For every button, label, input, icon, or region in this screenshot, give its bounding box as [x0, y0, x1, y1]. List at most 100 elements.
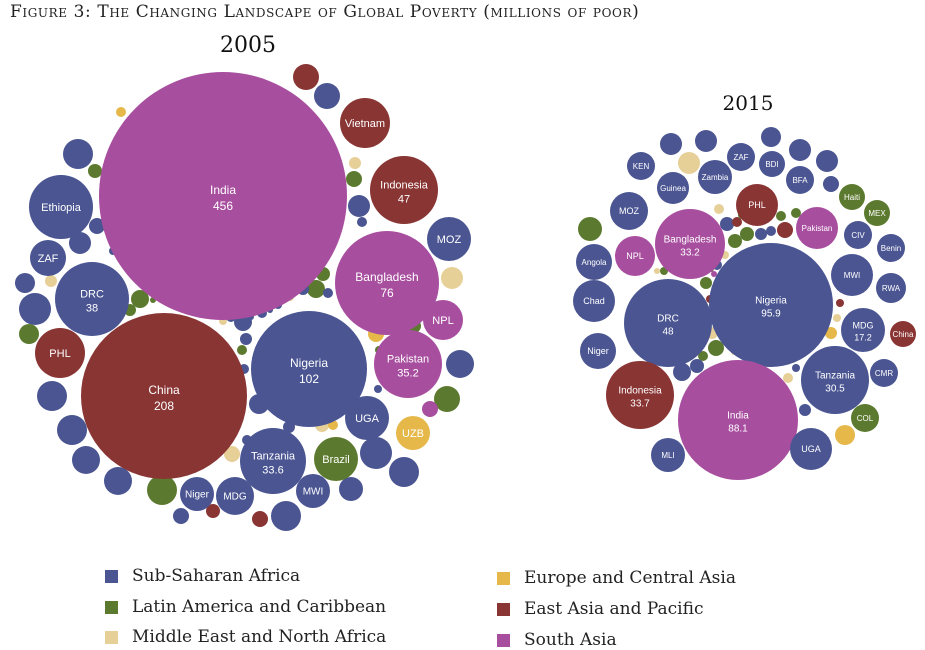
chart-2005-bubble-minor — [72, 446, 100, 474]
chart-2015-label-mex: MEX — [868, 209, 886, 218]
chart-2005-bubble-minor — [88, 164, 102, 178]
chart-2005-bubble-minor — [252, 511, 268, 527]
chart-2015-label-cmr: CMR — [875, 369, 893, 378]
chart-2015-label-drc: DRC — [657, 314, 679, 325]
chart-2005-bubble-minor — [422, 401, 438, 417]
chart-2005-value-bangladesh: 76 — [380, 286, 394, 300]
chart-2015-bubble-minor — [732, 217, 742, 227]
chart-2015-label-moz: MOZ — [619, 206, 639, 216]
chart-2005-bubble-minor — [339, 477, 363, 501]
chart-2005-bubble-minor — [104, 467, 132, 495]
chart-2005-bubble-phl — [35, 328, 85, 378]
chart-2005-bubble-zaf — [30, 240, 66, 276]
chart-2015-bubble-minor — [789, 139, 811, 161]
chart-2015-bubble-haiti — [839, 184, 865, 210]
chart-2015-label-nigeria: Nigeria — [755, 296, 787, 307]
chart-2015-bubble-minor — [755, 228, 767, 240]
chart-2015-bubble-niger — [580, 333, 616, 369]
chart-2015-bubble-minor — [761, 127, 781, 147]
chart-2005-label-phl: PHL — [49, 348, 70, 360]
chart-2015-bubble-minor — [714, 204, 724, 214]
chart-2015-bubble-minor — [695, 130, 717, 152]
chart-2015-bubble-guinea — [657, 172, 689, 204]
chart-2005-bubble-uzb — [396, 416, 430, 450]
chart-2015-label-civ: CIV — [851, 231, 865, 240]
chart-2005-bubble-china — [81, 313, 247, 479]
chart-2015-bubble-mwi — [831, 254, 873, 296]
chart-2005-bubble-minor — [441, 267, 463, 289]
chart-2015-bubble-bangladesh — [655, 209, 725, 279]
chart-2015-bubble-drc — [624, 279, 712, 367]
chart-2015-label-rwa: RWA — [882, 284, 901, 293]
chart-2005-label-pakistan: Pakistan — [387, 353, 429, 365]
chart-2015-bubble-angola — [576, 244, 612, 280]
chart-2005-bubble-uga — [345, 396, 389, 440]
chart-2005-title: 2005 — [220, 33, 276, 58]
chart-2015-label-china: China — [893, 330, 914, 339]
chart-2005-bubble-minor — [69, 232, 91, 254]
chart-2015-bubble-minor — [823, 176, 839, 192]
chart-2015-bubble-mdg — [841, 308, 885, 352]
chart-2005-label-moz: MOZ — [437, 234, 462, 246]
chart-2015-bubble-phl — [736, 184, 778, 226]
chart-2015-bubble-minor — [728, 234, 742, 248]
chart-2015-bubble-minor — [791, 208, 801, 218]
figure-title: Figure 3: The Changing Landscape of Glob… — [10, 2, 640, 22]
chart-2005-bubble-niger — [180, 477, 214, 511]
chart-2005-label-uga: UGA — [355, 413, 380, 425]
chart-2005-label-nigeria: Nigeria — [290, 356, 328, 370]
chart-2005-bubble-minor — [314, 83, 340, 109]
chart-2005-label-mdg: MDG — [223, 492, 247, 503]
chart-2005-bubble-minor — [63, 139, 93, 169]
chart-2005-bubble-minor — [206, 504, 220, 518]
chart-2005-bubble-minor — [271, 501, 301, 531]
chart-2015-bubble-minor — [678, 152, 700, 174]
chart-2005-bubble-minor — [237, 345, 247, 355]
chart-2015-bubble-minor — [711, 271, 717, 277]
chart-2005-bubble-minor — [434, 386, 460, 412]
chart-2005-bubble-minor — [19, 293, 51, 325]
chart-2015-label-bdi: BDI — [765, 160, 778, 169]
chart-2005-bubble-minor — [45, 275, 57, 287]
chart-2005-bubble-npl — [423, 300, 463, 340]
chart-2015-value-nigeria: 95.9 — [761, 309, 781, 320]
chart-2005-label-mwi: MWI — [303, 487, 324, 498]
chart-2005-bubble-minor — [89, 218, 105, 234]
chart-2015-label-zambia: Zambia — [702, 173, 729, 182]
chart-2005-bubble-minor — [349, 157, 361, 169]
chart-2015-value-tanzania: 30.5 — [825, 384, 845, 395]
chart-2005-bubble-minor — [224, 446, 240, 462]
chart-2015-bubble-minor — [783, 373, 793, 383]
chart-2005-value-pakistan: 35.2 — [397, 368, 418, 380]
chart-2015-bubble-mli — [651, 438, 685, 472]
chart-2005-bubble-moz — [427, 217, 471, 261]
chart-2005-bubble-drc — [55, 262, 129, 336]
chart-2005-bubble-minor — [348, 195, 370, 217]
chart-2005-bubble-minor — [346, 171, 362, 187]
chart-2015-label-indonesia: Indonesia — [618, 386, 662, 397]
chart-2015-bubble-minor — [698, 351, 708, 361]
chart-2015-value-india: 88.1 — [728, 424, 748, 435]
chart-2015-label-zaf: ZAF — [733, 153, 748, 162]
chart-2015-label-mwi: MWI — [844, 271, 860, 280]
chart-2015-bubble-minor — [792, 364, 800, 372]
chart-2015-label-ken: KEN — [633, 162, 650, 171]
chart-2015-label-tanzania: Tanzania — [815, 371, 855, 382]
chart-2015-bubbles: Nigeria 95.9 India 88.1 DRC 48 Indonesia 33.7 Ba… — [573, 127, 916, 480]
chart-2005-bubble-minor — [116, 107, 126, 117]
chart-2015-bubble-minor — [690, 359, 704, 373]
chart-2005-label-ethiopia: Ethiopia — [41, 202, 82, 214]
chart-2005-label-niger: Niger — [185, 490, 210, 501]
chart-2005-bubble-vietnam — [340, 98, 390, 148]
chart-2015-value-indonesia: 33.7 — [630, 399, 650, 410]
chart-2015-label-uga: UGA — [801, 444, 821, 454]
chart-2015-bubble-npl — [615, 236, 655, 276]
chart-2015-bubble-bfa — [786, 166, 814, 194]
chart-2015-label-pakistan: Pakistan — [802, 224, 833, 233]
chart-2005-bubble-indonesia — [370, 156, 438, 224]
chart-2005-bubble-bangladesh — [335, 231, 439, 335]
chart-2015-bubble-minor — [700, 277, 712, 289]
chart-2005-bubble-minor — [240, 333, 252, 345]
chart-2005-label-brazil: Brazil — [322, 454, 350, 466]
